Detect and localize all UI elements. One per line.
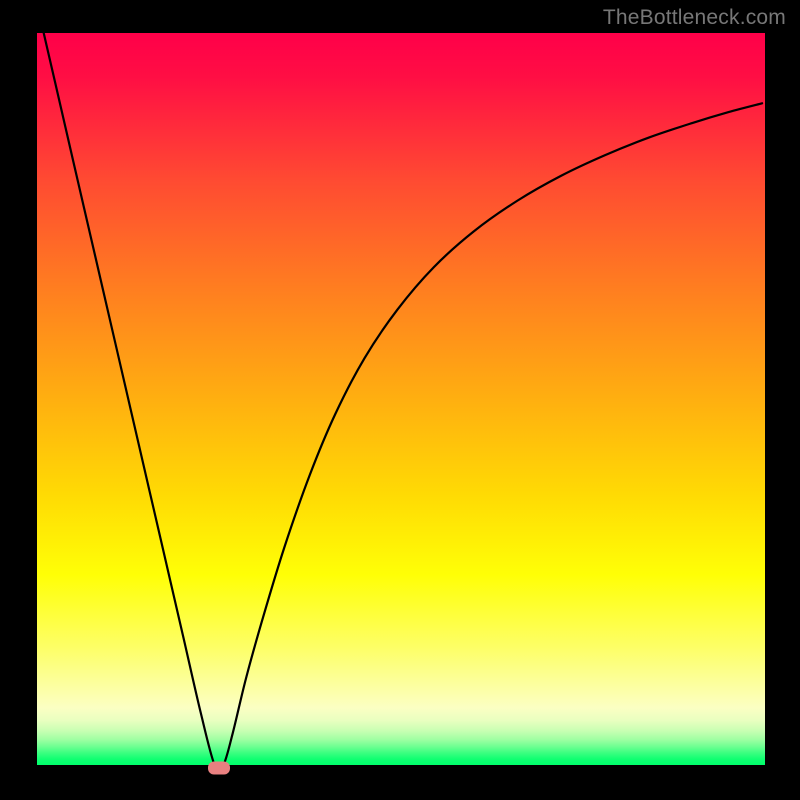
plot-area (37, 33, 765, 765)
bottleneck-curve (44, 33, 762, 765)
marker-shape (208, 761, 230, 774)
watermark-text: TheBottleneck.com (603, 6, 786, 30)
minimum-marker (208, 761, 230, 774)
curve-svg (37, 33, 765, 765)
